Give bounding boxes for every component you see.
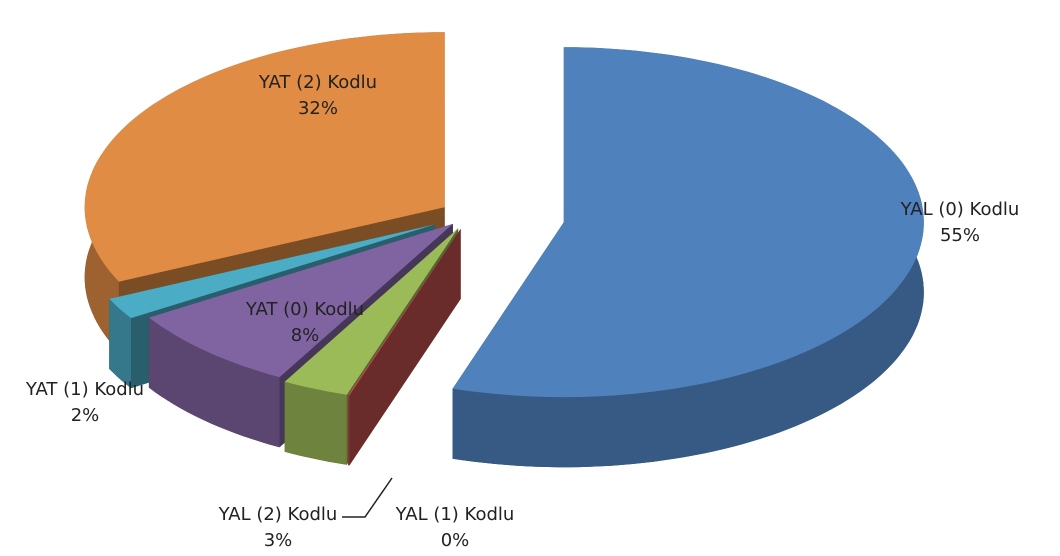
slice-top bbox=[452, 47, 924, 398]
slice-label: YAL (2) Kodlu bbox=[218, 504, 338, 525]
slice-side bbox=[348, 395, 350, 466]
slice-value-label: 0% bbox=[441, 530, 470, 551]
slice-value-label: 55% bbox=[940, 225, 980, 246]
slice-top bbox=[348, 228, 461, 396]
slice-value-label: 32% bbox=[298, 98, 338, 119]
slice-top bbox=[84, 32, 445, 282]
slice bbox=[452, 47, 924, 468]
leader-line bbox=[342, 477, 393, 518]
slice-side bbox=[148, 317, 280, 448]
slice-top bbox=[109, 224, 435, 319]
slice-label: YAT (1) Kodlu bbox=[25, 379, 144, 400]
slice-side bbox=[284, 381, 347, 465]
slice-label: YAL (1) Kodlu bbox=[395, 504, 515, 525]
slice-label: YAT (0) Kodlu bbox=[245, 299, 364, 320]
slice-label: YAT (2) Kodlu bbox=[258, 72, 377, 93]
slice-top bbox=[148, 223, 453, 378]
slice-value-label: 3% bbox=[264, 530, 293, 551]
slice-label: YAL (0) Kodlu bbox=[900, 199, 1020, 220]
slice-side bbox=[109, 298, 131, 389]
slice-wall bbox=[348, 228, 461, 466]
slice-value-label: 8% bbox=[291, 325, 320, 346]
slice bbox=[348, 228, 461, 466]
slice-top bbox=[284, 228, 459, 395]
slice-value-label: 2% bbox=[71, 405, 100, 426]
